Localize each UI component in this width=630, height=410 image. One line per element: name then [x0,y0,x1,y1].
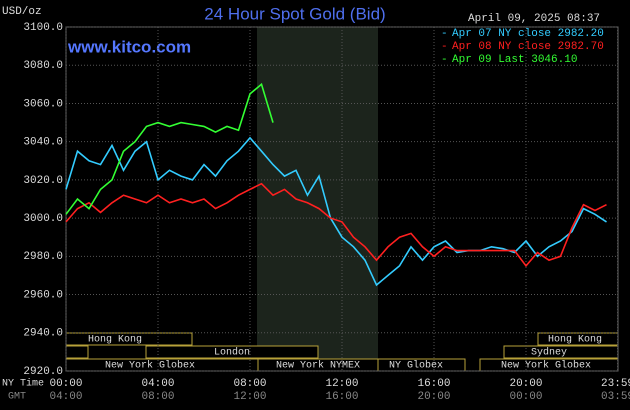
session-label: New York NYMEX [276,360,360,372]
session-label: New York Globex [105,360,195,372]
legend-marker: - [441,54,448,66]
y-tick-label: 3000.0 [23,213,63,225]
session-label: New York Globex [501,360,591,372]
x-tick-label: 04:00 [141,378,174,390]
y-tick-label: 2920.0 [23,366,63,378]
session-box [65,345,89,359]
series-line [65,136,607,287]
legend-marker: - [441,28,448,40]
y-tick-label: 3100.0 [23,22,63,34]
y-tick-label: 3060.0 [23,98,63,110]
x-tick-label: 23:59 [601,378,630,390]
y-tick-label: 3020.0 [23,175,63,187]
y-tick-label: 2940.0 [23,328,63,340]
x2-tick-label: 12:00 [233,391,266,403]
x-label: NY Time [2,378,44,390]
market-hours-shade [257,27,378,371]
legend-label: Apr 08 NY close 2982.70 [452,41,604,53]
chart-title: 24 Hour Spot Gold (Bid) [204,4,385,23]
y-tick-label: 3080.0 [23,60,63,72]
legend-marker: - [441,41,448,53]
series-line [65,82,274,215]
x2-label: GMT [8,392,26,403]
session-label: NY Globex [389,360,443,372]
session-box [145,345,319,359]
site: www.kitco.com [67,37,191,56]
x-tick-label: 08:00 [233,378,266,390]
series-line [65,182,607,268]
y-tick-label: 2960.0 [23,289,63,301]
session-label: Hong Kong [548,335,602,346]
timestamp: April 09, 2025 08:37 [468,13,600,25]
x2-tick-label: 03:59 [601,391,630,403]
legend-label: Apr 07 NY close 2982.20 [452,28,604,40]
session-label: London [214,347,250,359]
units: USD/oz [2,6,42,18]
x-tick-label: 20:00 [509,378,542,390]
x2-tick-label: 20:00 [417,391,450,403]
legend-label: Apr 09 Last 3046.10 [452,54,577,66]
x-tick-label: 12:00 [325,378,358,390]
x-tick-label: 00:00 [49,378,82,390]
x2-tick-label: 16:00 [325,391,358,403]
x2-tick-label: 00:00 [509,391,542,403]
session-label: Sydney [531,347,567,359]
x-tick-label: 16:00 [417,378,450,390]
x2-tick-label: 08:00 [141,391,174,403]
x2-tick-label: 04:00 [49,391,82,403]
session-label: Hong Kong [88,335,142,346]
y-tick-label: 2980.0 [23,251,63,263]
y-tick-label: 3040.0 [23,137,63,149]
